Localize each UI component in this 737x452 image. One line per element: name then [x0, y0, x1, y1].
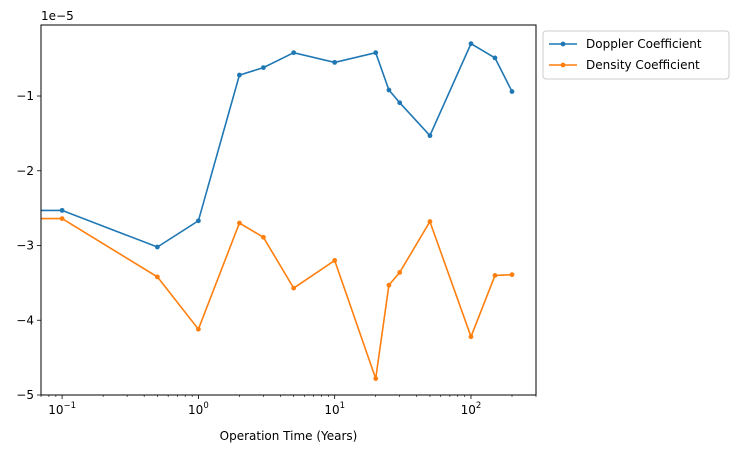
- y-tick-label: −1: [16, 89, 34, 103]
- doppler-coefficient-point: [195, 218, 201, 224]
- x-tick-label: 10−1: [48, 401, 76, 417]
- density-coefficient-point: [386, 282, 392, 288]
- y-tick-label: −5: [16, 388, 34, 402]
- x-tick-label: 100: [188, 401, 209, 417]
- legend: Doppler Coefficient Density Coefficient: [542, 30, 730, 80]
- doppler-coefficient-point: [492, 55, 498, 61]
- x-axis: 10−1 100 101 102: [40, 395, 537, 417]
- density-coefficient-point: [59, 216, 65, 221]
- doppler-coefficient-point: [291, 50, 297, 56]
- doppler-coefficient-legend-label: Doppler Coefficient: [586, 37, 702, 51]
- legend-box: [542, 30, 730, 80]
- density-coefficient-legend-label: Density Coefficient: [586, 58, 700, 72]
- doppler-coefficient-legend-marker: [560, 41, 566, 47]
- doppler-coefficient-point: [59, 207, 65, 213]
- density-coefficient-point: [332, 258, 338, 263]
- density-coefficient-point: [397, 270, 403, 275]
- x-tick-label: 101: [324, 401, 345, 417]
- series-layer: [41, 41, 515, 381]
- y-tick-label: −4: [16, 313, 34, 327]
- doppler-coefficient-point: [373, 50, 379, 56]
- doppler-coefficient-point: [468, 41, 474, 47]
- x-tick-label: 102: [461, 401, 482, 417]
- density-coefficient-point: [261, 234, 266, 240]
- density-coefficient-point: [154, 274, 160, 280]
- doppler-coefficient-point: [332, 59, 338, 65]
- density-coefficient-point: [468, 334, 474, 340]
- doppler-coefficient-line: [41, 42, 513, 248]
- y-tick-label: −2: [16, 164, 34, 178]
- density-coefficient-line: [41, 217, 513, 379]
- doppler-coefficient-point: [427, 133, 433, 139]
- density-coefficient-point: [427, 219, 433, 224]
- density-coefficient-legend-marker: [560, 62, 566, 68]
- density-coefficient-point: [509, 272, 515, 278]
- doppler-coefficient-point: [509, 89, 515, 94]
- x-axis-label: Operation Time (Years): [220, 429, 358, 443]
- doppler-coefficient-point: [386, 87, 392, 93]
- density-coefficient-point: [291, 285, 297, 291]
- density-coefficient-point: [195, 326, 201, 332]
- doppler-coefficient-point: [261, 65, 266, 71]
- density-coefficient-point: [492, 273, 498, 278]
- doppler-coefficient-point: [237, 72, 242, 78]
- y-offset-text: 1e−5: [41, 9, 74, 23]
- doppler-coefficient-point: [397, 100, 403, 106]
- y-axis: −1 −2 −3 −4 −5: [16, 89, 41, 402]
- doppler-coefficient-point: [154, 244, 160, 250]
- density-coefficient-point: [237, 220, 242, 226]
- y-tick-label: −3: [16, 239, 34, 253]
- density-coefficient-point: [373, 376, 379, 381]
- plot-frame: [40, 24, 537, 396]
